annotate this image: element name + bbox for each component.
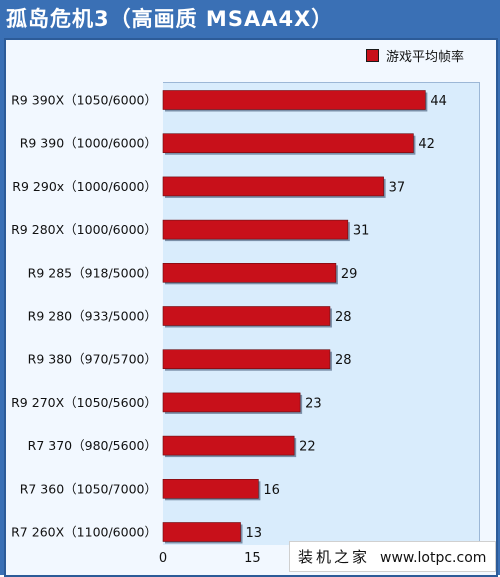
category-label: R7 260X（1100/6000）	[11, 525, 157, 540]
chart-title: 孤岛危机3（高画质 MSAA4X）	[6, 7, 334, 31]
bar	[162, 349, 331, 370]
watermark-url: www.lotpc.com	[380, 550, 487, 566]
data-label: 23	[305, 396, 322, 411]
x-tick-label: 15	[244, 551, 261, 566]
data-label: 22	[299, 440, 316, 455]
watermark: 装机之家 www.lotpc.com	[289, 541, 496, 572]
category-label: R9 390（1000/6000）	[20, 136, 157, 151]
bar	[162, 478, 259, 499]
category-label: R9 380（970/5700）	[28, 352, 157, 367]
watermark-site-name: 装机之家	[298, 548, 371, 566]
legend: 游戏平均帧率	[366, 48, 464, 68]
data-label: 16	[263, 483, 280, 498]
data-label: 42	[418, 137, 435, 152]
data-label: 28	[335, 310, 352, 325]
data-label: 13	[246, 526, 263, 541]
bar	[162, 392, 301, 413]
bar	[162, 90, 426, 110]
category-label: R9 285（918/5000）	[28, 265, 157, 280]
category-label: R7 360（1050/7000）	[20, 481, 157, 496]
category-label: R9 280X（1000/6000）	[11, 222, 157, 237]
data-label: 37	[389, 180, 406, 195]
bar	[162, 133, 414, 153]
legend-label: 游戏平均帧率	[386, 50, 465, 65]
bar	[162, 435, 295, 456]
category-label: R9 270X（1050/5600）	[11, 395, 157, 410]
x-tick-label: 0	[159, 551, 167, 566]
data-label: 44	[430, 94, 447, 109]
data-label: 28	[335, 353, 352, 368]
bar	[162, 176, 384, 197]
bar	[162, 306, 331, 326]
bar	[162, 262, 337, 283]
bar	[162, 219, 349, 240]
legend-swatch	[366, 49, 379, 62]
data-label: 31	[353, 224, 370, 239]
bar	[162, 522, 241, 542]
category-label: R7 370（980/5600）	[28, 438, 157, 453]
category-label: R9 390X（1050/6000）	[11, 93, 157, 108]
data-label: 29	[341, 267, 358, 282]
category-label: R9 290x（1000/6000）	[12, 179, 157, 194]
category-label: R9 280（933/5000）	[28, 309, 157, 324]
